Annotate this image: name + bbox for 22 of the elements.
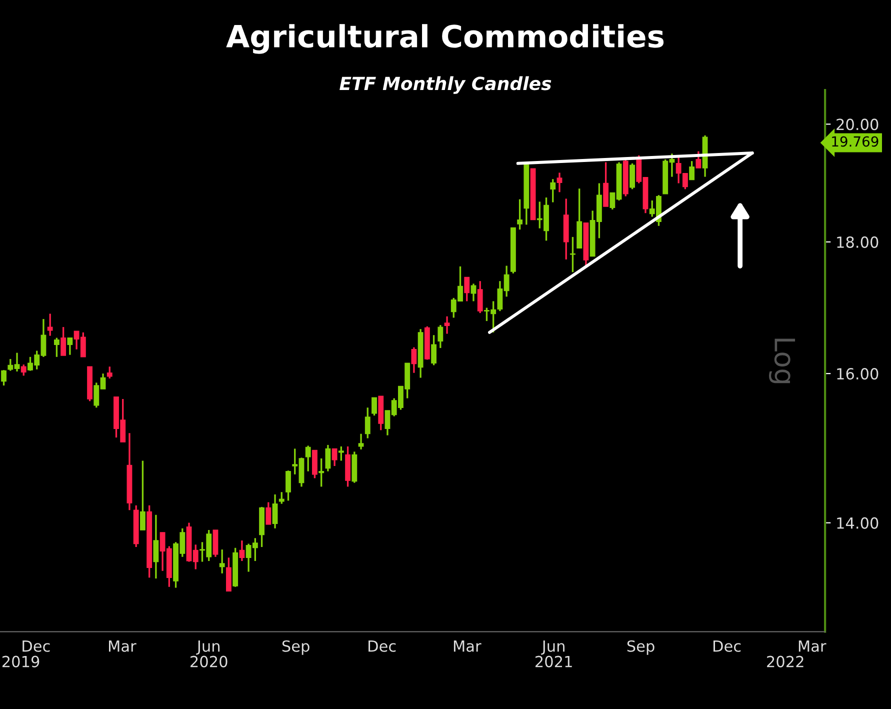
x-tick-label: Mar bbox=[798, 640, 826, 652]
x-tick-label: Sep bbox=[282, 640, 310, 655]
x2-tick-label: 2019 bbox=[2, 656, 40, 668]
y-tick-label: 18.00 bbox=[837, 236, 878, 248]
x-tick-label: Dec bbox=[22, 640, 50, 652]
x-tick-label: Mar bbox=[109, 640, 136, 652]
x-tick-label: Mar bbox=[454, 640, 482, 652]
y-tick-label: 20.00 bbox=[836, 118, 878, 130]
y-tick-label: 16.00 bbox=[837, 368, 878, 380]
x-tick-label: Dec bbox=[368, 640, 396, 652]
y-tick-label: 14.00 bbox=[837, 517, 878, 529]
x2-tick-label: 2022 bbox=[767, 656, 804, 668]
x-tick-label: Sep bbox=[627, 640, 654, 655]
x2-tick-label: 2021 bbox=[536, 656, 572, 668]
chart-title: Agricultural Commodities bbox=[226, 24, 664, 54]
chart-subtitle: ETF Monthly Candles bbox=[340, 76, 552, 94]
y-axis-title: Log bbox=[769, 338, 796, 384]
text: 19.769 bbox=[832, 136, 878, 147]
x2-tick-label: 2020 bbox=[190, 656, 228, 668]
x-tick-label: Dec bbox=[713, 640, 741, 652]
x-tick-label: Jun bbox=[541, 640, 564, 655]
x-tick-label: Jun bbox=[196, 640, 220, 655]
